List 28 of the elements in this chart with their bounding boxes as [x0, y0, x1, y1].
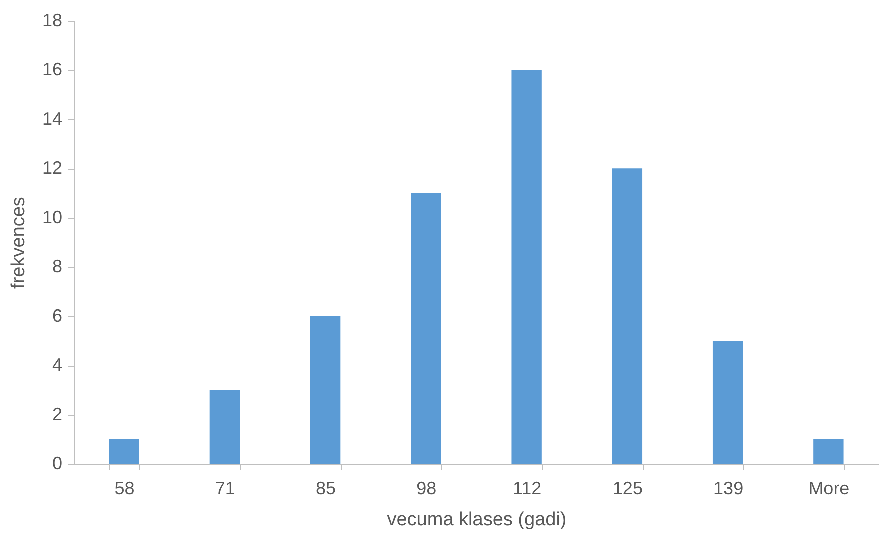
- bar: [210, 390, 240, 464]
- bar: [411, 193, 442, 464]
- y-tick-label: 2: [52, 404, 62, 424]
- y-tick-label: 8: [52, 256, 62, 277]
- y-tick-label: 10: [42, 207, 62, 228]
- bar: [612, 168, 643, 464]
- bar: [512, 70, 542, 464]
- y-tick-label: 0: [52, 454, 62, 474]
- bar: [712, 340, 744, 464]
- x-tick-label: More: [808, 478, 850, 498]
- x-tick-label: 58: [114, 478, 135, 498]
- y-tick-label: 4: [52, 355, 62, 376]
- x-tick-label: 112: [512, 478, 542, 498]
- x-tick-label: 139: [714, 478, 744, 498]
- bar: [109, 439, 140, 464]
- bar: [310, 316, 341, 464]
- x-tick-label: 85: [316, 478, 336, 498]
- y-tick-label: 14: [42, 108, 62, 129]
- y-tick-label: 18: [42, 10, 62, 30]
- y-tick-label: 12: [42, 158, 62, 178]
- y-tick-label: 16: [42, 60, 62, 80]
- y-axis-title: frekvences: [8, 197, 30, 289]
- x-axis-title: vecuma klases (gadi): [387, 510, 567, 530]
- y-tick-label: 6: [52, 306, 62, 326]
- bar: [814, 439, 844, 464]
- x-tick-label: 98: [416, 478, 437, 498]
- x-tick-label: 71: [215, 478, 236, 498]
- x-tick-label: 125: [612, 478, 643, 498]
